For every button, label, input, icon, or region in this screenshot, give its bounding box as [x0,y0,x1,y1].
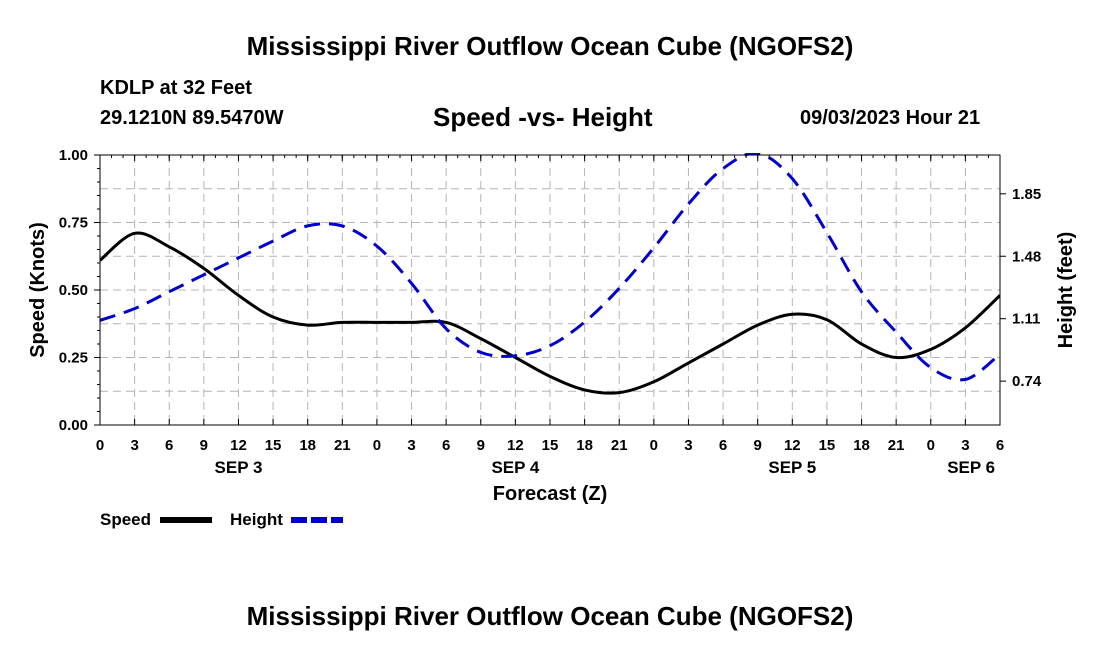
x-tick-label: 0 [927,437,935,454]
y-axis-left-label: Speed (Knots) [27,222,49,358]
x-tick-label: 15 [819,437,836,454]
x-tick-label: 6 [442,437,450,454]
x-tick-label: 6 [996,437,1004,454]
y-left-tick-label: 0.50 [59,282,88,299]
x-tick-label: 9 [200,437,208,454]
chart-subtitle: Speed -vs- Height [433,102,653,132]
x-tick-label: 6 [719,437,727,454]
x-tick-label: 21 [888,437,905,454]
y-right-tick-label: 0.74 [1012,373,1042,390]
y-axis-right-label: Height (feet) [1055,232,1077,349]
x-tick-label: 18 [299,437,316,454]
legend-height-label: Height [230,510,283,529]
y-axis-left: 0.00 0.25 0.50 0.75 1.00 [59,147,100,434]
x-day-label: SEP 4 [491,458,539,477]
x-axis-label: Forecast (Z) [493,483,607,505]
x-day-label: SEP 3 [215,458,263,477]
x-tick-label: 3 [130,437,138,454]
y-left-tick-label: 0.75 [59,215,88,232]
chart-title: Mississippi River Outflow Ocean Cube (NG… [246,31,854,61]
series-line-height [100,153,1000,382]
footer-title: Mississippi River Outflow Ocean Cube (NG… [246,601,854,631]
y-axis-right: 0.74 1.11 1.48 1.85 [1000,186,1042,390]
series-lines [100,153,1000,395]
x-tick-label: 21 [334,437,351,454]
y-left-tick-label: 0.00 [59,417,88,434]
x-tick-label: 0 [96,437,104,454]
x-tick-label: 3 [407,437,415,454]
x-tick-label: 3 [961,437,969,454]
legend: Speed Height [100,510,343,529]
x-tick-label: 0 [650,437,658,454]
station-label: KDLP at 32 Feet [100,77,252,99]
x-tick-label: 3 [684,437,692,454]
y-left-tick-label: 1.00 [59,147,88,164]
grid-lines [100,155,1000,425]
x-tick-label: 12 [230,437,247,454]
x-tick-label: 18 [576,437,593,454]
forecast-datetime: 09/03/2023 Hour 21 [800,107,981,129]
y-left-tick-label: 0.25 [59,350,88,367]
x-tick-label: 15 [542,437,559,454]
station-coordinates: 29.1210N 89.5470W [100,107,284,129]
x-day-label: SEP 5 [768,458,816,477]
x-tick-label: 6 [165,437,173,454]
y-right-tick-label: 1.11 [1012,311,1040,328]
x-day-label: SEP 6 [947,458,995,477]
x-tick-label: 18 [853,437,870,454]
x-tick-label: 21 [611,437,628,454]
x-axis: 0 3 6 9 12 15 18 21 0 3 6 9 12 15 18 21 0 3 6 9 12 15 18 21 0 3 6S… [96,155,1004,477]
y-right-tick-label: 1.48 [1012,248,1041,265]
y-right-tick-label: 1.85 [1012,186,1041,203]
x-tick-label: 0 [373,437,381,454]
legend-speed-label: Speed [100,510,151,529]
x-tick-label: 12 [784,437,801,454]
series-line-speed [100,231,1000,395]
x-tick-label: 9 [754,437,762,454]
x-tick-label: 12 [507,437,524,454]
x-tick-label: 15 [265,437,282,454]
x-tick-label: 9 [477,437,485,454]
